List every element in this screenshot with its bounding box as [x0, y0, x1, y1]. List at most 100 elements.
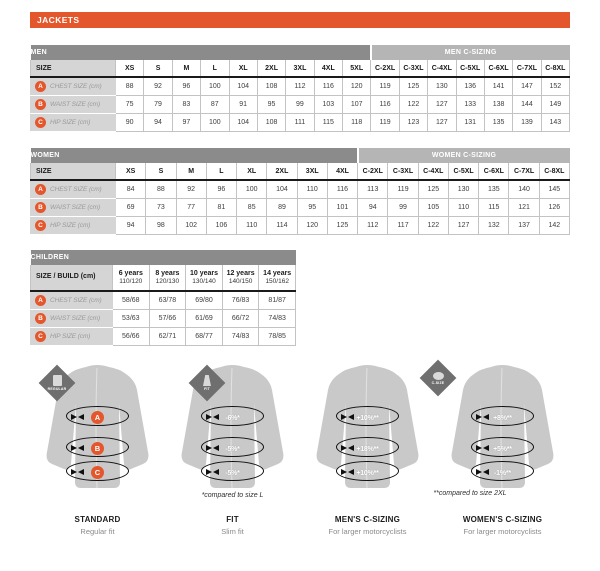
column-header-cell: 12 years 140/150	[221, 265, 260, 292]
size-value-cell: 81	[205, 197, 238, 217]
size-value-cell: 113	[357, 179, 389, 199]
column-header-cell: C-2XL	[370, 60, 400, 78]
size-value-cell: 100	[200, 112, 230, 132]
size-value-cell: 105	[417, 197, 449, 217]
badge-label: FIT	[204, 387, 210, 391]
size-value-cell: 69	[114, 197, 147, 217]
row-label-text: CHEST SIZE (cm)	[50, 296, 102, 304]
children-group-row: CHILDREN	[30, 250, 296, 265]
column-header-cell: XS	[114, 60, 145, 78]
size-value-cell: 96	[171, 76, 202, 96]
size-value-cell: 141	[483, 76, 514, 96]
size-value-cell: 62/71	[148, 326, 187, 346]
arrow-right-icon	[341, 414, 347, 421]
column-header-cell: 8 years 120/130	[148, 265, 187, 292]
ring-label: B	[67, 438, 128, 456]
size-value-cell: 112	[285, 76, 315, 96]
ring-percent-label: -5%*	[225, 470, 240, 477]
measurement-ellipse: -5%*	[201, 461, 264, 481]
column-header-build: 110/120	[119, 277, 143, 285]
size-value-cell: 132	[478, 215, 510, 235]
size-value-cell: 103	[313, 94, 344, 114]
column-header-cell: 4XL	[313, 60, 344, 78]
row-label-text: HIP SIZE (cm)	[50, 332, 91, 340]
measurement-ellipse: B	[66, 437, 129, 457]
arrow-left-icon	[348, 469, 354, 476]
measure-arrows-icon	[71, 469, 84, 476]
size-value-cell: 88	[114, 76, 145, 96]
ring-percent-label: -5%*	[225, 446, 240, 453]
column-header-cell: C-7XL	[508, 163, 540, 181]
ring-label: +18%**	[337, 438, 398, 456]
measurement-ellipse: -6%*	[201, 406, 264, 426]
size-value-cell: 98	[145, 215, 177, 235]
column-header-build: 150/162	[265, 277, 289, 285]
size-value-cell: 91	[228, 94, 258, 114]
measurement-ellipse: +5%**	[471, 437, 534, 457]
column-header-age: 10 years	[189, 269, 218, 277]
size-label-cell: SIZE	[30, 163, 116, 181]
row-label-cell: B WAIST SIZE (cm)	[30, 94, 116, 114]
size-value-cell: 104	[228, 112, 258, 132]
size-value-cell: 130	[447, 179, 480, 199]
size-value-cell: 66/72	[221, 308, 260, 328]
figure-caption: WOMEN'S C-SIZING For larger motorcyclists	[435, 515, 570, 536]
size-value-cell: 149	[540, 94, 571, 114]
size-value-cell: 116	[313, 76, 344, 96]
ring-label: -5%*	[202, 438, 263, 456]
badge-label: C-SIZE	[431, 380, 445, 385]
badge-content: REGULAR	[44, 370, 70, 396]
row-label: A CHEST SIZE (cm)	[35, 80, 115, 92]
measure-arrows-icon	[476, 469, 489, 476]
size-value-cell: 87	[200, 94, 230, 114]
size-value-cell: 135	[483, 112, 514, 132]
row-label-cell: A CHEST SIZE (cm)	[30, 76, 116, 96]
measurement-ellipse: +8%**	[471, 406, 534, 426]
men-measure-row: A CHEST SIZE (cm) 88 92 96 100 104 108 112 116 120…	[30, 76, 571, 96]
size-value-cell: 111	[285, 112, 315, 132]
row-label-cell: A CHEST SIZE (cm)	[30, 179, 116, 199]
ring-percent-label: +5%**	[493, 446, 512, 453]
size-value-cell: 121	[508, 197, 540, 217]
figure-subtitle: For larger motorcyclists	[328, 527, 407, 536]
ring-percent-label: +10%**	[356, 470, 379, 477]
measure-letter-badge: B	[91, 442, 104, 455]
size-value-cell: 104	[228, 76, 258, 96]
size-value-cell: 104	[266, 179, 298, 199]
size-value-cell: 126	[538, 197, 571, 217]
ring-label: C	[67, 462, 128, 480]
size-value-cell: 127	[427, 112, 457, 132]
arrow-left-icon	[213, 445, 219, 452]
men-c-sizing-header: MEN C-SIZING	[369, 45, 570, 60]
measure-arrows-icon	[341, 414, 354, 421]
measure-arrows-icon	[476, 414, 489, 421]
row-label: B WAIST SIZE (cm)	[35, 98, 115, 110]
figure-caption: STANDARD Regular fit	[30, 515, 165, 536]
figure-title: STANDARD	[74, 515, 121, 524]
measure-arrows-icon	[341, 445, 354, 452]
size-value-cell: 152	[540, 76, 571, 96]
arrow-right-icon	[341, 469, 347, 476]
figure-womens-c-sizing: +8%** +5%** -1%** WOMEN'S C-SIZING For large…	[435, 358, 570, 571]
row-label-text: WAIST SIZE (cm)	[50, 203, 101, 211]
measure-letter-badge: C	[91, 466, 104, 479]
column-header-cell: C-5XL	[447, 163, 480, 181]
fit-note: *compared to size L	[201, 492, 264, 499]
measurement-ellipse: +10%**	[336, 406, 399, 426]
badge-label: REGULAR	[47, 387, 67, 391]
size-value-cell: 107	[341, 94, 372, 114]
figure-fit: -6%* -5%* -5%* FIT Slim fit	[165, 358, 300, 571]
measurement-ellipse: A	[66, 406, 129, 426]
c-sizing-note: **compared to size 2XL	[433, 490, 507, 497]
measure-arrows-icon	[206, 445, 219, 452]
size-value-cell: 69/80	[185, 290, 223, 310]
size-value-cell: 99	[387, 197, 419, 217]
row-label: B WAIST SIZE (cm)	[35, 201, 115, 213]
measurement-ellipse: -5%*	[201, 437, 264, 457]
row-label: A CHEST SIZE (cm)	[35, 183, 115, 195]
ring-percent-label: -1%**	[494, 470, 511, 477]
women-measure-row: A CHEST SIZE (cm) 84 88 92 96 100 104 110 116 113 1…	[30, 179, 571, 199]
column-header-cell: C-3XL	[398, 60, 429, 78]
size-value-cell: 76/83	[221, 290, 260, 310]
ring-label: A	[67, 407, 128, 425]
